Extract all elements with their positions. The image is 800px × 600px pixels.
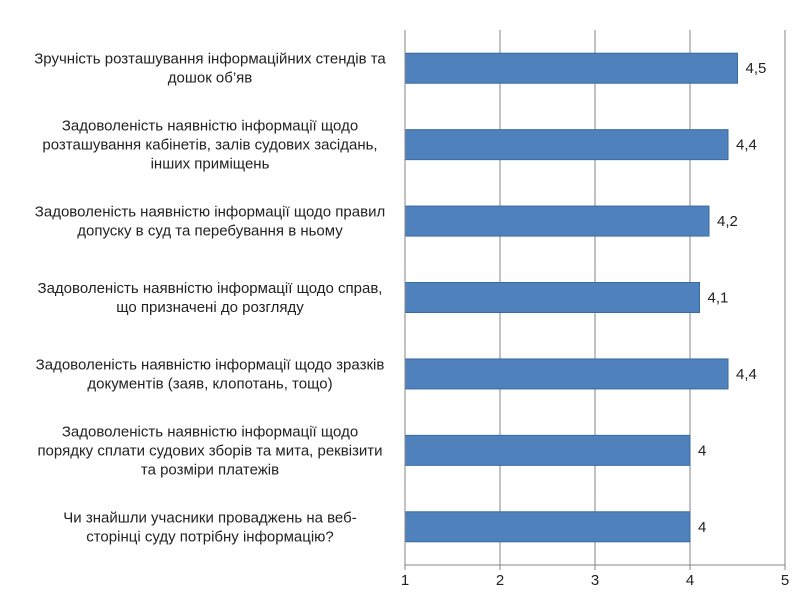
category-label-line: Задоволеність наявністю інформації щодо [62,423,358,440]
category-label-line: Задоволеність наявністю інформації щодо … [36,356,385,373]
bar [404,434,691,466]
category-label-line: документів (заяв, клопотань, тощо) [87,375,332,392]
category-label-line: та розміри платежів [141,461,279,478]
category-label: Задоволеність наявністю інформації щодо р… [42,118,377,173]
category-label-line: Чи знайшли учасники проваджень на веб- [63,509,356,526]
category-label: Задоволеність наявністю інформації щодо … [35,204,385,240]
data-label: 4 [698,442,706,459]
category-label-line: Задоволеність наявністю інформації щодо … [35,204,385,221]
x-tick-label: 3 [591,572,599,589]
x-tick-label: 4 [686,572,694,589]
category-label-line: допуску в суд та перебування в ньому [77,223,343,240]
data-label: 4,4 [736,137,757,154]
data-label: 4 [698,519,706,536]
category-label: Зручність розташування інформаційних сте… [34,51,386,87]
bar [404,52,738,84]
category-label-line: Задоволеність наявністю інформації щодо … [38,280,383,297]
category-label-line: що призначені до розгляду [116,299,304,316]
data-label: 4,4 [736,366,757,383]
category-label-line: інших приміщень [151,156,270,173]
category-label-line: дошок об’яв [168,70,253,87]
x-tick-label: 1 [401,572,409,589]
category-label: Задоволеність наявністю інформації щодо … [38,280,383,316]
bar [404,511,691,543]
bar [404,205,710,237]
bar [404,129,729,161]
category-label: Задоволеність наявністю інформації щодо п… [37,423,382,478]
x-tick-label: 2 [496,572,504,589]
category-label-line: Зручність розташування інформаційних сте… [34,51,386,68]
category-label-line: сторінці суду потрібну інформацію? [86,528,334,545]
data-label: 4,5 [746,60,767,77]
category-label-line: порядку сплати судових зборів та мита, р… [37,442,382,459]
category-label-line: Задоволеність наявністю інформації щодо [62,118,358,135]
category-label: Задоволеність наявністю інформації щодо … [36,356,385,392]
category-label-line: розташування кабінетів, залів судових за… [42,137,377,154]
category-label: Чи знайшли учасники проваджень на веб-ст… [63,509,356,545]
bar [404,358,729,390]
bar [404,282,700,313]
data-label: 4,2 [717,213,738,230]
data-label: 4,1 [708,290,729,307]
x-tick-label: 5 [781,572,789,589]
